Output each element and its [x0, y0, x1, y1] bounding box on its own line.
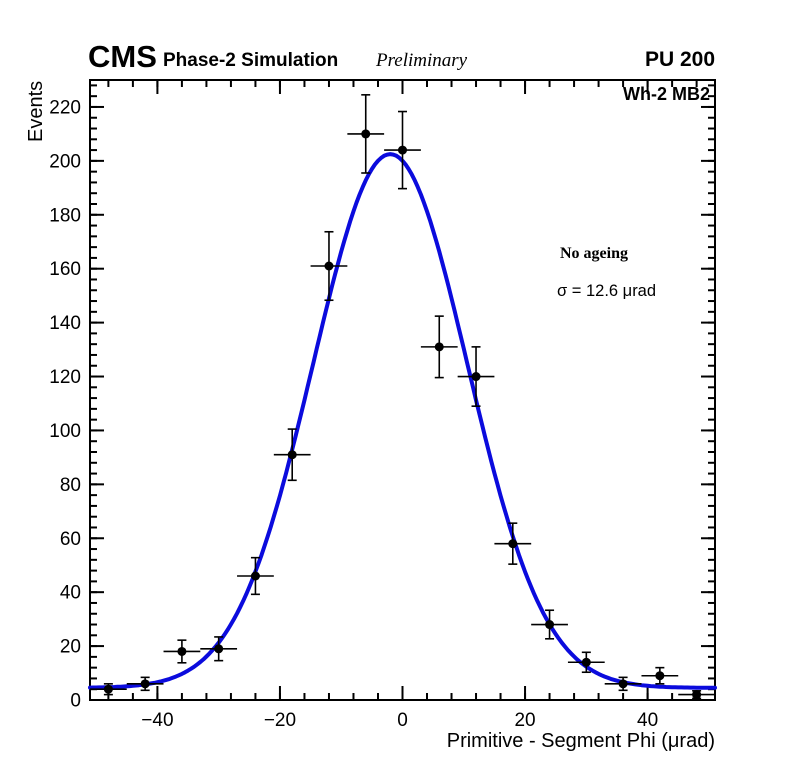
x-tick-label: 0 — [397, 710, 408, 731]
data-point — [655, 671, 665, 681]
fit-curve — [88, 152, 717, 690]
data-point — [287, 450, 297, 460]
data-point — [471, 372, 481, 382]
y-axis-title: Events — [25, 81, 47, 142]
y-tick-label: 140 — [49, 313, 81, 334]
y-tick-label: 60 — [60, 529, 81, 550]
x-tick-label: 20 — [514, 710, 535, 731]
data-point — [508, 539, 518, 549]
x-axis-title: Primitive - Segment Phi (μrad) — [447, 730, 715, 752]
data-point — [140, 679, 150, 689]
pileup-label: PU 200 — [645, 48, 715, 71]
y-tick-label: 100 — [49, 421, 81, 442]
y-tick-label: 120 — [49, 367, 81, 388]
y-tick-label: 40 — [60, 583, 81, 604]
y-tick-label: 180 — [49, 205, 81, 226]
y-tick-label: 80 — [60, 475, 81, 496]
data-point — [177, 646, 187, 656]
data-point — [618, 679, 628, 689]
data-point — [692, 690, 702, 700]
cms-logo-text: CMS — [88, 39, 157, 74]
data-point — [398, 145, 407, 155]
data-point — [361, 129, 371, 139]
data-point — [581, 657, 591, 667]
plot-frame — [89, 79, 716, 701]
y-tick-label: 200 — [49, 151, 81, 172]
y-tick-label: 160 — [49, 259, 81, 280]
data-point — [545, 620, 555, 630]
x-tick-label: −40 — [141, 710, 173, 731]
preliminary-label: Preliminary — [375, 50, 468, 71]
data-point — [250, 571, 260, 581]
x-tick-label: −20 — [264, 710, 296, 731]
simulation-subtitle: Phase-2 Simulation — [163, 50, 338, 71]
data-point — [324, 261, 334, 271]
y-tick-label: 0 — [70, 691, 81, 712]
region-label: Wh-2 MB2 — [623, 84, 710, 104]
y-tick-label: 20 — [60, 637, 81, 658]
plot-area: −40 −20 0 20 40 0 20 40 60 80 100 120 140 160 180 200 22… — [49, 79, 717, 731]
data-point — [434, 342, 444, 352]
ageing-annotation: No ageing — [560, 245, 628, 262]
sigma-annotation: σ = 12.6 μrad — [557, 282, 656, 300]
x-tick-label: 40 — [637, 710, 658, 731]
y-tick-label: 220 — [49, 97, 81, 118]
data-point — [103, 684, 113, 694]
data-point — [214, 644, 224, 654]
